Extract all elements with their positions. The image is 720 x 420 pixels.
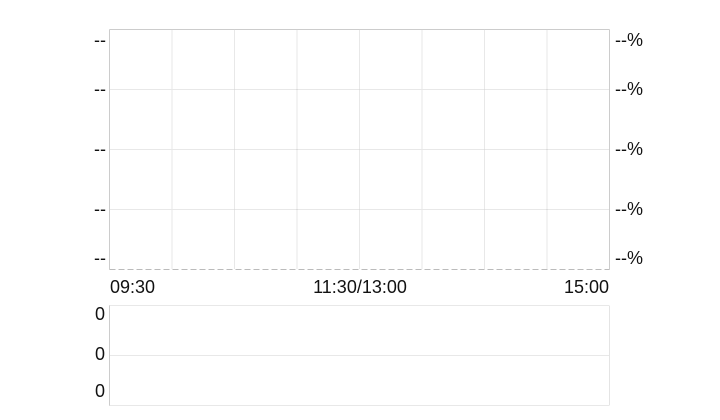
x-tick-label: 11:30/13:00 <box>313 277 407 297</box>
price-right-tick-label: --% <box>615 79 643 99</box>
x-tick-label: 09:30 <box>110 277 156 297</box>
volume-tick-label: 0 <box>94 304 105 324</box>
price-left-tick-label: -- <box>94 139 106 159</box>
x-tick-label: 15:00 <box>563 277 609 297</box>
volume-chart-grid <box>109 305 610 406</box>
price-left-tick-label: -- <box>94 79 106 99</box>
volume-tick-label: 0 <box>94 344 105 364</box>
price-right-tick-label: --% <box>615 199 643 219</box>
price-left-tick-label: -- <box>94 199 106 219</box>
price-chart-grid <box>109 29 610 270</box>
price-right-tick-label: --% <box>615 248 643 268</box>
price-left-tick-label: -- <box>94 248 106 268</box>
price-right-tick-label: --% <box>615 30 643 50</box>
volume-tick-label: 0 <box>94 381 105 401</box>
price-right-tick-label: --% <box>615 139 643 159</box>
price-left-tick-label: -- <box>94 30 106 50</box>
